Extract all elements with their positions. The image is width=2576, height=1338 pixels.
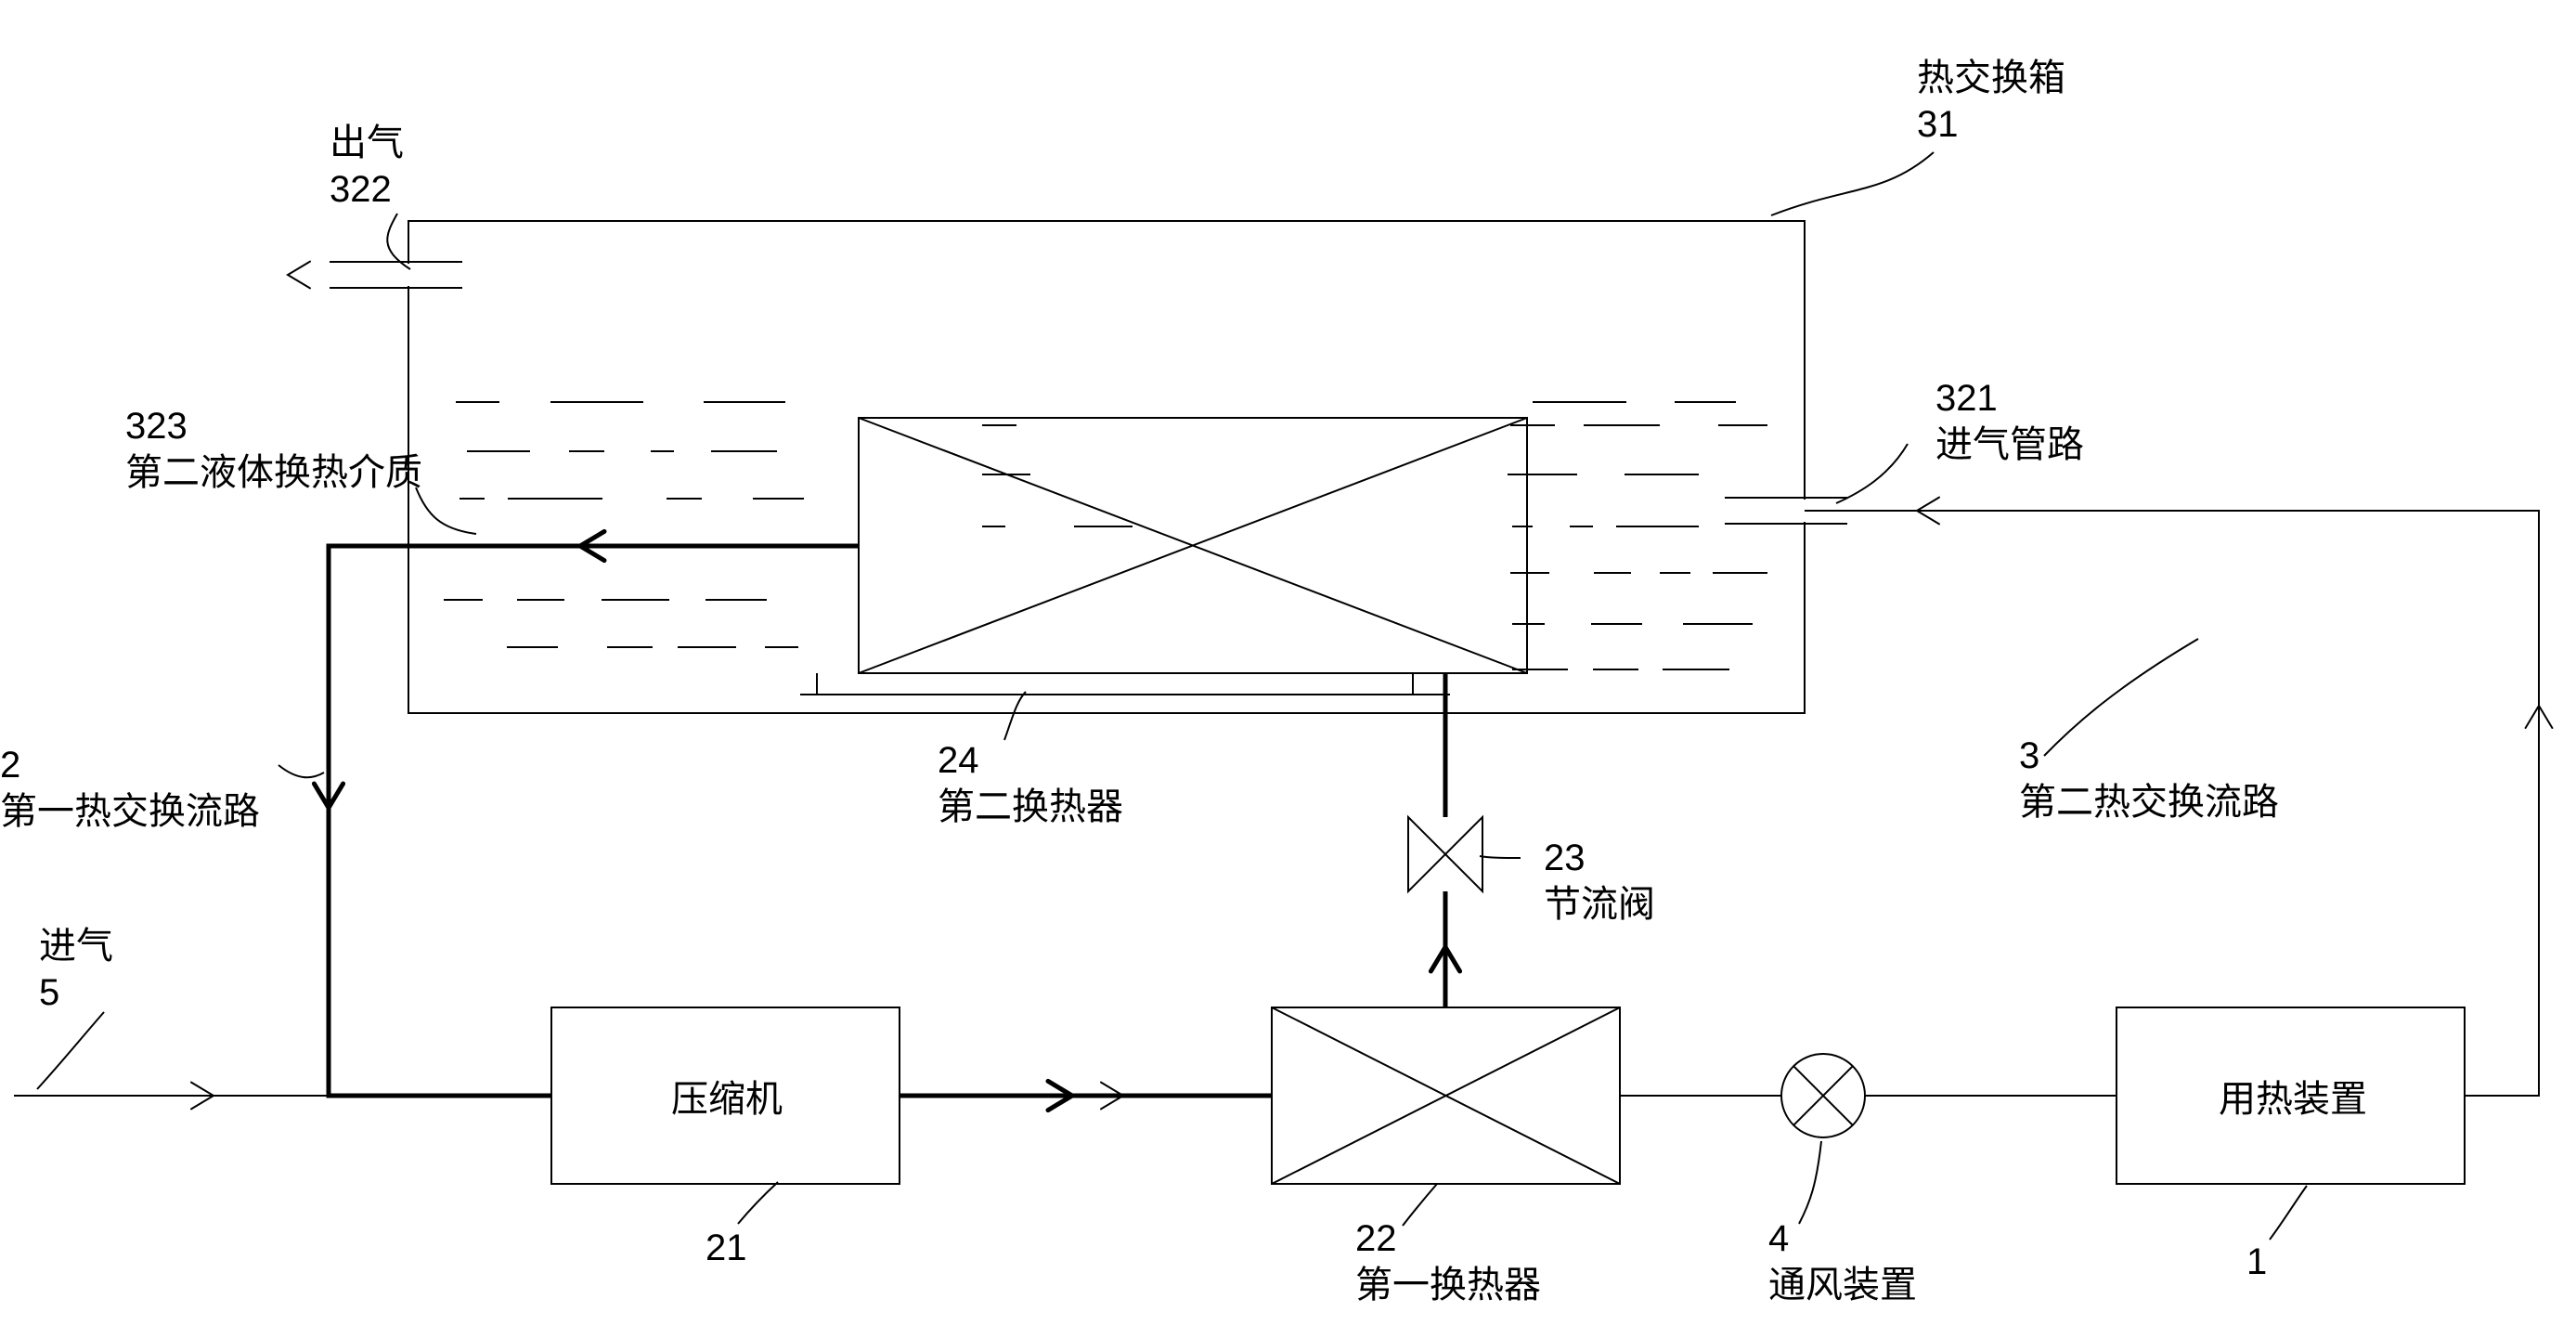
label-ex_box_num-1: 31 <box>1917 102 1959 147</box>
label-hx1_num-0: 22 <box>1355 1216 1397 1261</box>
label-dev_num: 1 <box>2246 1240 2267 1284</box>
label-ex_box_num-0: 热交换箱 <box>1917 56 2065 100</box>
label-vent_lbl-1: 通风装置 <box>1768 1263 1917 1307</box>
label-out_gas-1: 322 <box>330 167 392 212</box>
label-out_gas-0: 出气 <box>330 121 404 165</box>
label-throttle_lbl-1: 节流阀 <box>1544 882 1655 927</box>
label-liq_medium-1: 第二液体换热介质 <box>125 450 422 495</box>
label-loop1-0: 2 <box>0 743 20 787</box>
label-compressor_lbl: 压缩机 <box>671 1077 783 1122</box>
label-liq_medium-0: 323 <box>125 404 188 448</box>
label-loop2-0: 3 <box>2019 734 2039 778</box>
label-in_gas-1: 5 <box>39 970 59 1015</box>
label-loop1-1: 第一热交换流路 <box>0 789 260 834</box>
label-heat_dev_lbl: 用热装置 <box>2219 1077 2367 1122</box>
label-in_port_num-0: 321 <box>1935 376 1998 421</box>
label-loop2-1: 第二热交换流路 <box>2019 780 2279 825</box>
label-in_gas-0: 进气 <box>39 924 113 968</box>
label-hx2-0: 24 <box>938 738 979 783</box>
label-hx1_num-1: 第一换热器 <box>1355 1263 1541 1307</box>
diagram-canvas: 热交换箱31出气322321进气管路323第二液体换热介质2第一热交换流路3第二… <box>0 0 2576 1338</box>
label-throttle_lbl-0: 23 <box>1544 836 1586 880</box>
label-in_port_num-1: 进气管路 <box>1935 422 2084 467</box>
label-comp_num: 21 <box>705 1226 747 1270</box>
label-hx2-1: 第二换热器 <box>938 785 1123 829</box>
label-vent_lbl-0: 4 <box>1768 1216 1789 1261</box>
